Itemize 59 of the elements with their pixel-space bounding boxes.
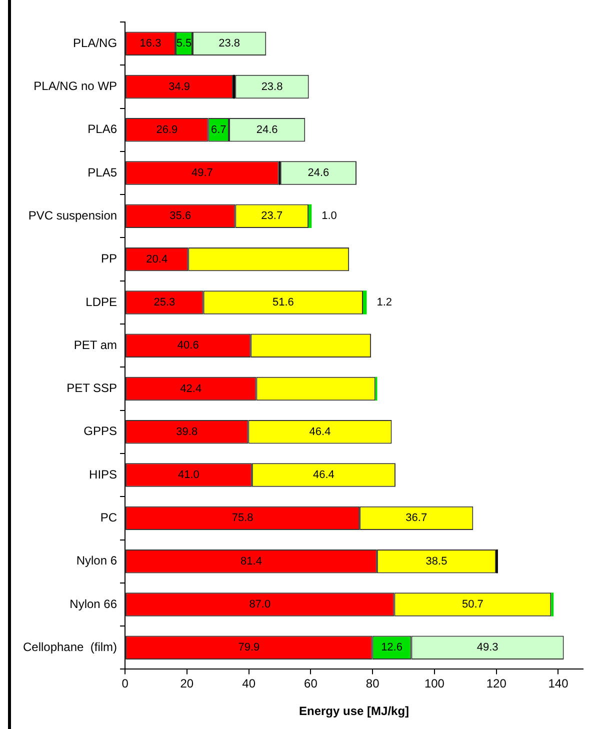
x-tick-label: 0 <box>122 676 129 691</box>
x-axis-title: Energy use [MJ/kg] <box>299 704 410 718</box>
data-label: 46.4 <box>309 426 331 438</box>
y-tick-label: Nylon 66 <box>70 596 118 611</box>
data-label: 50.7 <box>462 598 484 611</box>
data-label: 75.8 <box>232 512 254 524</box>
y-tick-label: PET SSP <box>66 381 118 396</box>
data-label: 49.3 <box>476 642 498 654</box>
data-label: 49.7 <box>191 167 213 180</box>
y-tick-label: Nylon 6 <box>76 554 118 568</box>
data-label: 24.6 <box>308 167 330 180</box>
data-label: 40.6 <box>177 340 199 352</box>
data-label: 23.8 <box>261 80 283 93</box>
data-label: 23.8 <box>218 38 240 50</box>
x-tick-label: 40 <box>242 676 256 691</box>
y-tick-label: GPPS <box>84 424 118 438</box>
data-label: 51.6 <box>272 296 294 308</box>
data-label: 39.8 <box>176 426 198 438</box>
data-label: 36.7 <box>406 512 428 524</box>
data-label: 42.4 <box>180 382 202 395</box>
y-tick-label: PLA/NG <box>73 36 118 50</box>
data-label: 35.6 <box>170 210 192 222</box>
bar <box>308 204 312 228</box>
data-label: 5.5 <box>176 38 192 50</box>
bar <box>362 290 367 314</box>
x-tick-label: 20 <box>180 676 194 691</box>
data-label: 38.5 <box>426 555 448 568</box>
y-tick-label: PET am <box>74 338 118 352</box>
data-label: 87.0 <box>249 598 271 611</box>
data-label: 24.6 <box>256 124 278 136</box>
y-tick-label: PLA/NG no WP <box>34 79 118 94</box>
bar <box>551 592 554 616</box>
y-tick-label: Cellophane (film) <box>22 640 118 654</box>
data-label: 46.4 <box>312 469 334 482</box>
data-label: 26.9 <box>156 124 178 136</box>
x-tick-label: 60 <box>304 676 318 691</box>
data-label: 12.6 <box>381 642 402 654</box>
y-tick-label: PLA6 <box>88 122 118 136</box>
y-tick-label: HIPS <box>89 467 118 482</box>
data-label: 34.9 <box>168 80 190 93</box>
x-tick-label: 80 <box>366 676 380 691</box>
data-label: 41.0 <box>178 469 200 482</box>
data-label: 79.9 <box>238 642 260 654</box>
data-label: 23.7 <box>261 210 283 222</box>
data-label: 81.4 <box>240 555 262 568</box>
data-label: 20.4 <box>146 253 168 266</box>
data-label: 16.3 <box>140 38 162 50</box>
y-tick-label: PVC suspension <box>28 208 118 222</box>
y-tick-label: PP <box>101 252 118 266</box>
data-label: 1.2 <box>376 296 392 308</box>
data-label: 25.3 <box>154 296 176 308</box>
x-tick-label: 120 <box>486 676 507 691</box>
x-tick-label: 100 <box>424 676 445 691</box>
y-tick-label: PC <box>100 510 118 524</box>
y-tick-label: LDPE <box>86 294 118 309</box>
data-label: 6.7 <box>210 124 226 136</box>
data-label: 1.0 <box>322 210 337 222</box>
x-tick-label: 140 <box>548 676 569 691</box>
y-tick-label: PLA5 <box>88 165 118 180</box>
